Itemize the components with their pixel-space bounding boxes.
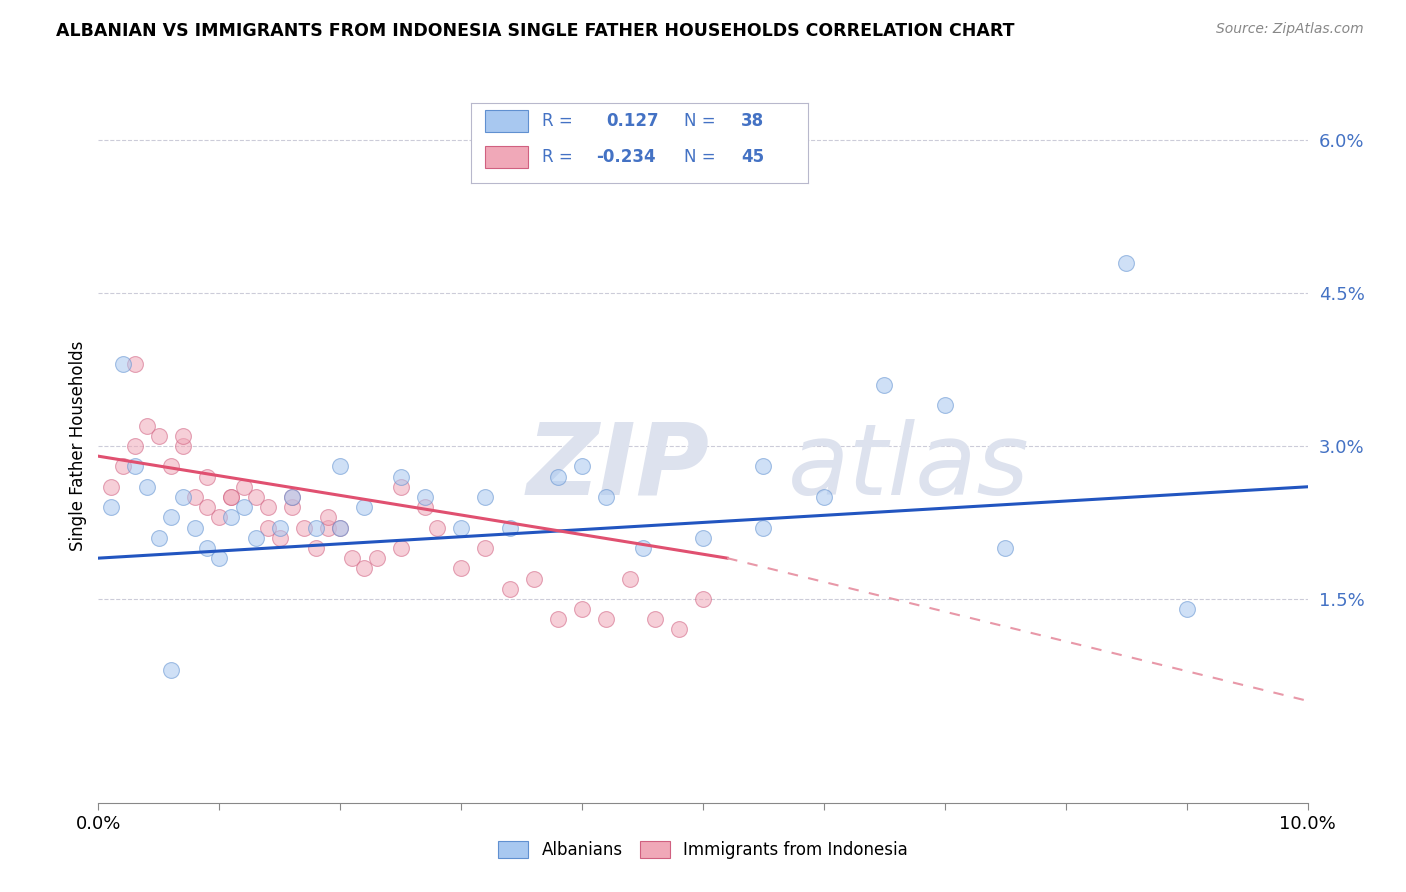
Point <box>329 520 352 534</box>
Point <box>232 500 254 515</box>
Point <box>269 531 291 545</box>
Point <box>124 358 146 372</box>
Text: N =: N = <box>683 148 716 166</box>
Point <box>631 541 654 555</box>
Point <box>124 439 146 453</box>
Point <box>292 520 315 534</box>
Point <box>1115 255 1137 269</box>
Point <box>281 490 304 504</box>
Point <box>256 500 278 515</box>
Text: 45: 45 <box>741 148 763 166</box>
Point <box>148 429 170 443</box>
Point <box>172 429 194 443</box>
Point <box>305 520 328 534</box>
Point <box>353 561 375 575</box>
Point <box>619 572 641 586</box>
Point <box>571 602 593 616</box>
Point <box>389 469 412 483</box>
Point <box>474 490 496 504</box>
Text: R =: R = <box>541 148 572 166</box>
Point <box>329 520 352 534</box>
Point <box>413 490 436 504</box>
Legend: Albanians, Immigrants from Indonesia: Albanians, Immigrants from Indonesia <box>492 834 914 866</box>
Point <box>752 520 775 534</box>
Point <box>547 469 569 483</box>
Point <box>413 500 436 515</box>
Point <box>644 612 666 626</box>
Point <box>1175 602 1198 616</box>
Point <box>221 510 243 524</box>
Point <box>124 459 146 474</box>
Point <box>595 490 617 504</box>
Point <box>692 531 714 545</box>
Point <box>160 459 183 474</box>
Point <box>281 490 304 504</box>
Text: N =: N = <box>683 112 716 130</box>
Point <box>245 490 267 504</box>
Point <box>135 418 157 433</box>
Point <box>571 459 593 474</box>
Point <box>148 531 170 545</box>
Text: R =: R = <box>541 112 572 130</box>
Point <box>813 490 835 504</box>
Point <box>668 623 690 637</box>
Point <box>329 459 352 474</box>
Point <box>474 541 496 555</box>
Text: ALBANIAN VS IMMIGRANTS FROM INDONESIA SINGLE FATHER HOUSEHOLDS CORRELATION CHART: ALBANIAN VS IMMIGRANTS FROM INDONESIA SI… <box>56 22 1015 40</box>
Point <box>281 500 304 515</box>
Text: 0.127: 0.127 <box>606 112 658 130</box>
Point <box>208 510 231 524</box>
Text: -0.234: -0.234 <box>596 148 655 166</box>
Point <box>752 459 775 474</box>
Point <box>450 520 472 534</box>
Point <box>172 490 194 504</box>
Point <box>111 459 134 474</box>
Point <box>195 500 218 515</box>
Text: ZIP: ZIP <box>527 419 710 516</box>
Point <box>389 480 412 494</box>
Point <box>111 358 134 372</box>
Point <box>256 520 278 534</box>
Point <box>195 541 218 555</box>
Point <box>160 663 183 677</box>
Point <box>389 541 412 555</box>
Point <box>184 490 207 504</box>
Text: 38: 38 <box>741 112 763 130</box>
Point <box>305 541 328 555</box>
Point <box>160 510 183 524</box>
Text: Source: ZipAtlas.com: Source: ZipAtlas.com <box>1216 22 1364 37</box>
Point <box>353 500 375 515</box>
Point <box>366 551 388 566</box>
Point <box>135 480 157 494</box>
Point <box>873 377 896 392</box>
Point <box>195 469 218 483</box>
Point <box>450 561 472 575</box>
Point <box>221 490 243 504</box>
Point <box>595 612 617 626</box>
Point <box>245 531 267 545</box>
Point <box>547 612 569 626</box>
Point <box>342 551 364 566</box>
Point <box>232 480 254 494</box>
Point <box>523 572 546 586</box>
Point <box>426 520 449 534</box>
Point <box>100 480 122 494</box>
Point <box>172 439 194 453</box>
Point <box>316 510 339 524</box>
Point <box>934 398 956 412</box>
Point <box>221 490 243 504</box>
Point <box>692 591 714 606</box>
Point <box>100 500 122 515</box>
Y-axis label: Single Father Households: Single Father Households <box>69 341 87 551</box>
Bar <box>485 146 529 169</box>
Point <box>498 520 520 534</box>
Point <box>498 582 520 596</box>
Bar <box>485 110 529 132</box>
Point <box>184 520 207 534</box>
Point <box>269 520 291 534</box>
Text: atlas: atlas <box>787 419 1029 516</box>
Point <box>316 520 339 534</box>
Point <box>208 551 231 566</box>
Point <box>994 541 1017 555</box>
